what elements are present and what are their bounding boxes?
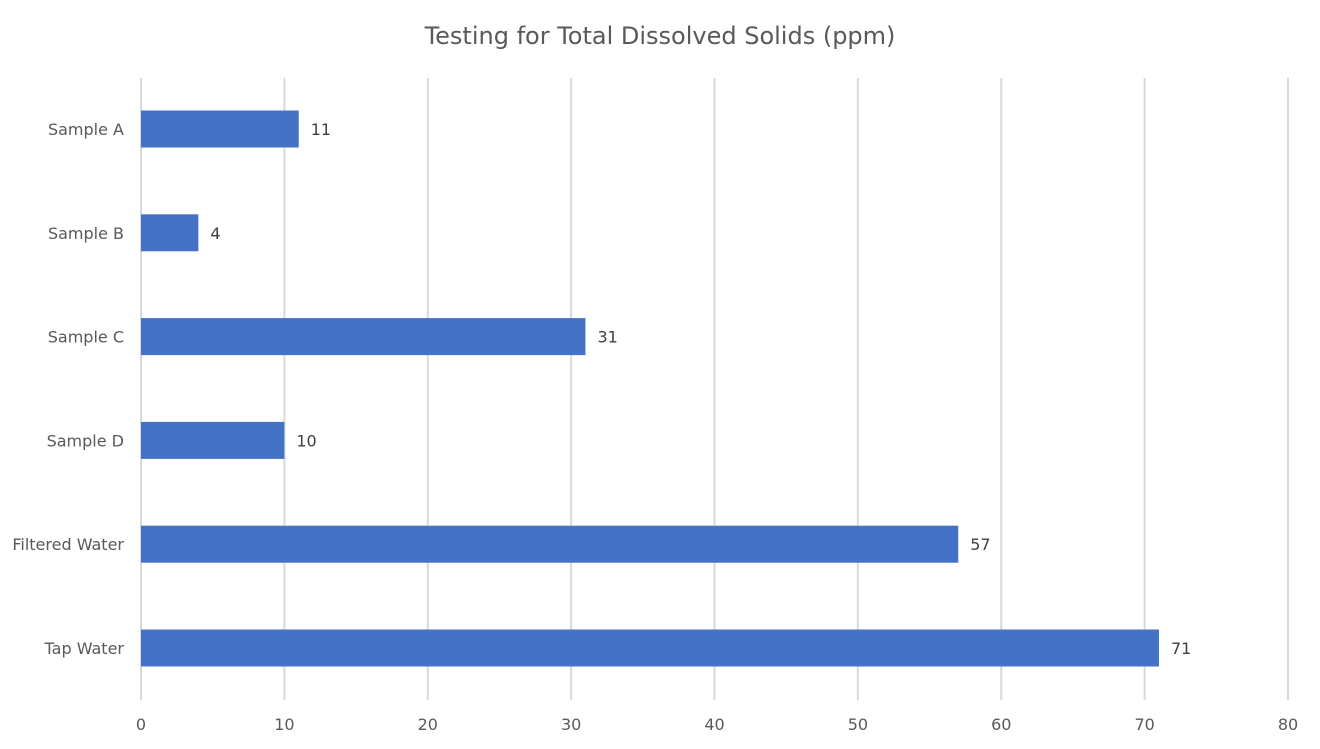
x-tick-label: 20 (418, 715, 438, 734)
x-tick-label: 60 (991, 715, 1011, 734)
category-label: Sample B (48, 224, 124, 243)
category-label: Tap Water (44, 639, 125, 658)
x-tick-label: 50 (848, 715, 868, 734)
x-tick-label: 10 (274, 715, 294, 734)
category-label: Sample C (48, 328, 124, 347)
x-tick-label: 80 (1278, 715, 1298, 734)
bars (141, 110, 1159, 667)
gridlines (140, 78, 1289, 700)
x-tick-label: 30 (561, 715, 581, 734)
bar (141, 214, 199, 252)
data-label: 57 (970, 535, 990, 554)
value-axis-tick-labels: 0 10 20 30 40 50 60 70 80 (136, 715, 1298, 734)
x-tick-label: 0 (136, 715, 146, 734)
bar (141, 110, 299, 148)
bar (141, 318, 586, 356)
data-label: 31 (597, 328, 617, 347)
category-label: Sample D (47, 431, 124, 450)
chart-title: Testing for Total Dissolved Solids (ppm) (424, 22, 896, 50)
category-axis-labels: Sample A Sample B Sample C Sample D Filtered… (12, 120, 124, 658)
category-label: Sample A (48, 120, 124, 139)
bar (141, 629, 1159, 667)
data-labels: 11 4 31 10 57 71 (210, 120, 1191, 658)
data-label: 11 (311, 120, 331, 139)
bar (141, 421, 285, 459)
data-label: 4 (210, 224, 220, 243)
data-label: 71 (1171, 639, 1191, 658)
x-tick-label: 70 (1134, 715, 1154, 734)
x-tick-label: 40 (704, 715, 724, 734)
bar (141, 525, 959, 563)
data-label: 10 (296, 431, 316, 450)
category-label: Filtered Water (12, 535, 124, 554)
